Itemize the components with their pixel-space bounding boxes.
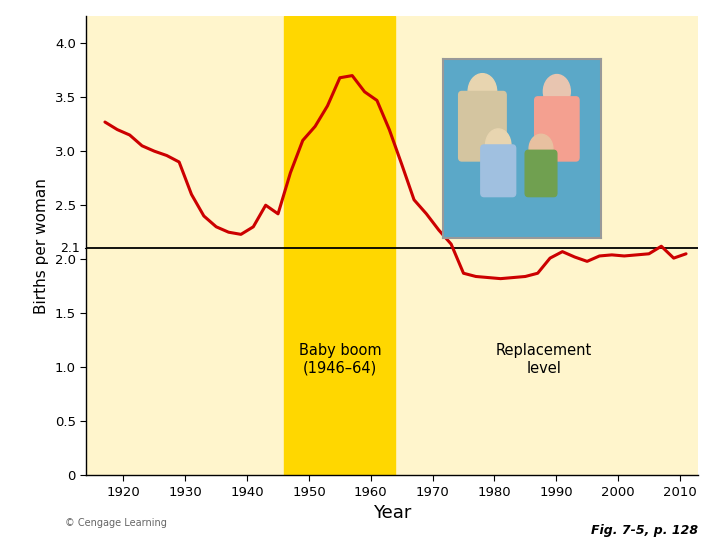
FancyBboxPatch shape: [535, 97, 579, 161]
Text: Baby boom
(1946–64): Baby boom (1946–64): [299, 343, 381, 376]
Bar: [284, 16, 395, 475]
FancyBboxPatch shape: [459, 91, 506, 161]
Text: Fig. 7-5, p. 128: Fig. 7-5, p. 128: [591, 523, 698, 537]
Text: © Cengage Learning: © Cengage Learning: [65, 518, 166, 529]
FancyBboxPatch shape: [525, 150, 557, 197]
Text: 2.1: 2.1: [60, 242, 79, 255]
Ellipse shape: [529, 134, 553, 163]
X-axis label: Year: Year: [373, 504, 412, 522]
Ellipse shape: [544, 75, 570, 109]
Text: Replacement
level: Replacement level: [496, 343, 592, 376]
FancyBboxPatch shape: [481, 145, 516, 197]
Ellipse shape: [485, 129, 511, 161]
Y-axis label: Births per woman: Births per woman: [35, 178, 49, 314]
Ellipse shape: [468, 73, 497, 109]
